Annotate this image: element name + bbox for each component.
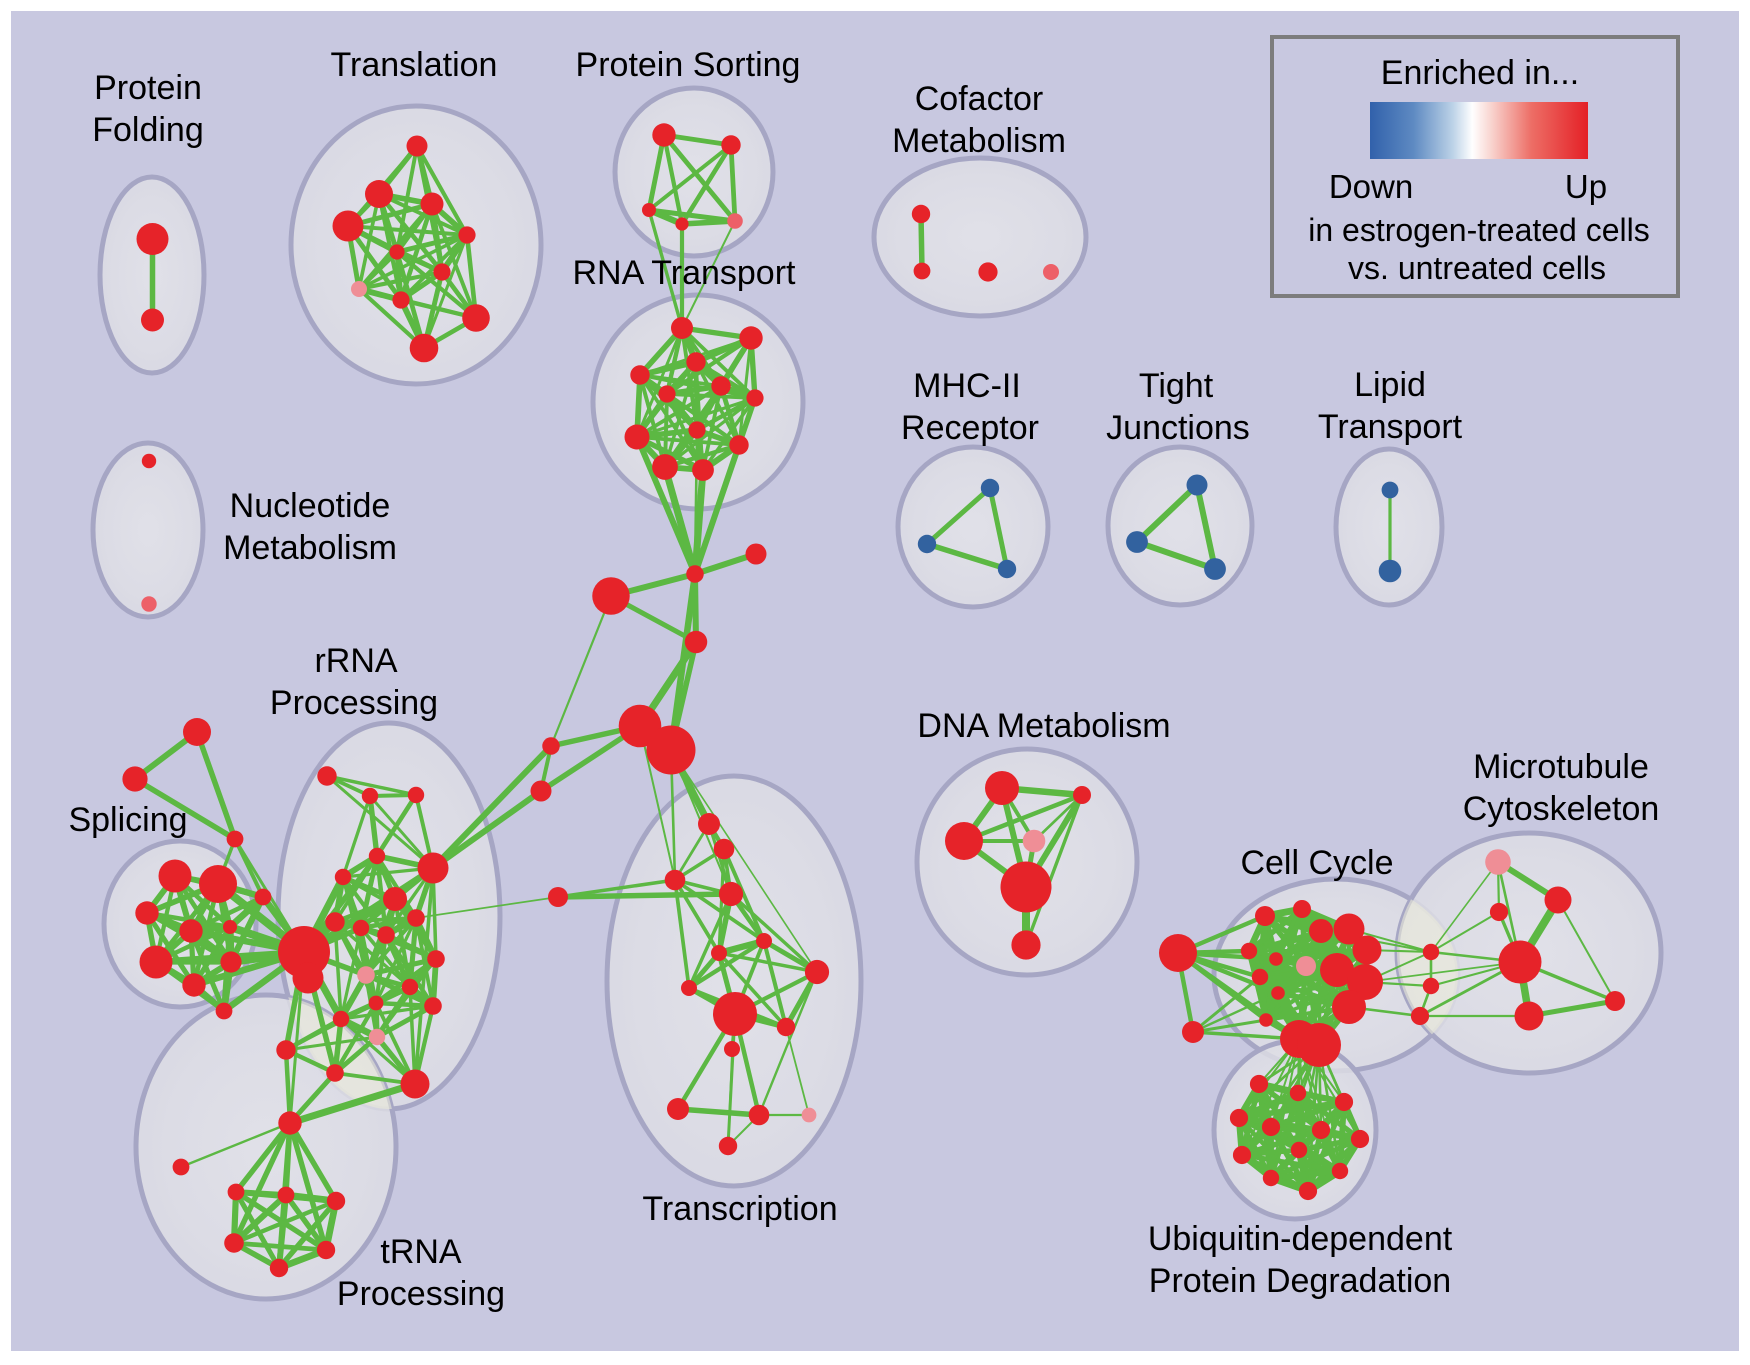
svg-text:Processing: Processing [270, 684, 438, 722]
svg-text:Cytoskeleton: Cytoskeleton [1463, 790, 1660, 828]
svg-text:Splicing: Splicing [68, 801, 187, 839]
svg-text:Receptor: Receptor [901, 409, 1039, 447]
svg-text:Protein Degradation: Protein Degradation [1149, 1262, 1451, 1300]
svg-text:Cofactor: Cofactor [915, 80, 1044, 118]
svg-text:Metabolism: Metabolism [223, 529, 397, 567]
svg-text:Up: Up [1565, 168, 1607, 205]
svg-text:rRNA: rRNA [314, 642, 397, 680]
svg-text:Protein Sorting: Protein Sorting [576, 46, 801, 84]
svg-text:Microtubule: Microtubule [1473, 748, 1649, 786]
svg-text:Down: Down [1329, 168, 1413, 205]
svg-text:Lipid: Lipid [1354, 366, 1426, 404]
svg-text:tRNA: tRNA [380, 1233, 462, 1271]
svg-text:Ubiquitin-dependent: Ubiquitin-dependent [1148, 1220, 1453, 1258]
svg-text:Protein: Protein [94, 69, 202, 107]
svg-text:Cell Cycle: Cell Cycle [1240, 844, 1393, 882]
svg-text:Transcription: Transcription [642, 1190, 837, 1228]
svg-text:MHC-II: MHC-II [913, 367, 1021, 405]
svg-text:Nucleotide: Nucleotide [230, 487, 391, 525]
svg-text:Folding: Folding [92, 111, 204, 149]
svg-text:Metabolism: Metabolism [892, 122, 1066, 160]
svg-text:vs. untreated cells: vs. untreated cells [1348, 250, 1606, 286]
svg-text:DNA Metabolism: DNA Metabolism [917, 707, 1170, 745]
svg-text:Tight: Tight [1139, 367, 1214, 405]
svg-text:RNA Transport: RNA Transport [573, 254, 797, 292]
svg-text:Processing: Processing [337, 1275, 505, 1313]
svg-text:Enriched in...: Enriched in... [1381, 54, 1579, 92]
svg-text:Junctions: Junctions [1106, 409, 1250, 447]
svg-text:Transport: Transport [1318, 408, 1463, 446]
svg-text:Translation: Translation [331, 46, 498, 84]
svg-text:in estrogen-treated cells: in estrogen-treated cells [1308, 212, 1650, 248]
